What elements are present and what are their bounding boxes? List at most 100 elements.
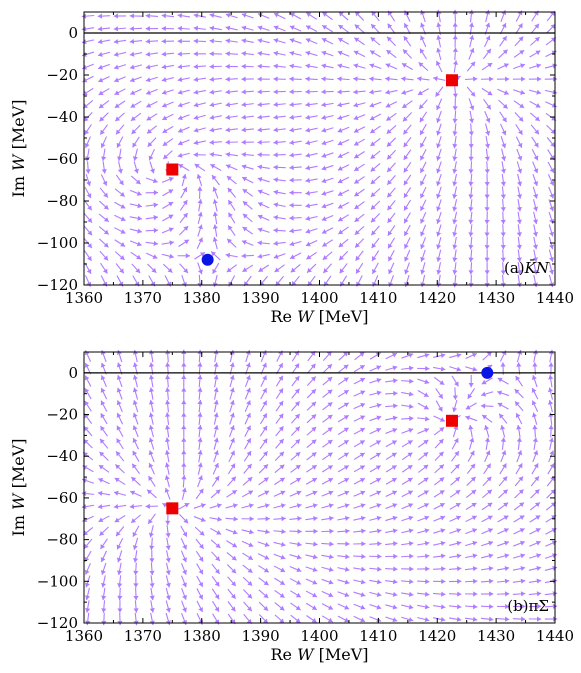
field-arrow-head: [148, 463, 154, 469]
field-arrow-head: [289, 164, 294, 171]
field-arrow-head: [305, 203, 311, 209]
field-arrow-head: [393, 553, 398, 559]
field-arrow-head: [130, 103, 136, 108]
field-arrow-head: [452, 206, 458, 212]
field-arrow-head: [517, 450, 523, 456]
field-arrow-head: [473, 578, 478, 584]
field-arrow-head: [502, 489, 508, 495]
field-arrow-head: [193, 127, 199, 133]
field-arrow-head: [273, 25, 279, 31]
field-arrow-head: [549, 231, 555, 237]
field-arrow-head: [337, 50, 343, 56]
field-arrow-head: [161, 38, 166, 44]
field-arrow-head: [500, 425, 506, 430]
field-arrow-head: [501, 23, 507, 28]
field-arrow-head: [452, 131, 458, 136]
field-arrow-head: [130, 116, 136, 121]
field-arrow-head: [103, 204, 109, 210]
y-ticks-a: 0 −20 −40 −60 −80 −100 −120: [37, 24, 555, 294]
field-arrow-head: [337, 165, 343, 171]
field-arrow-head: [356, 268, 361, 274]
field-arrow-head: [533, 155, 539, 161]
field-arrow-head: [471, 503, 477, 508]
field-arrow-head: [360, 377, 365, 383]
field-arrow-head: [97, 504, 103, 510]
field-arrow-head: [278, 438, 284, 444]
field-arrow-head: [130, 90, 136, 95]
field-arrow-head: [417, 76, 422, 82]
field-arrow-head: [404, 218, 409, 224]
field-arrow-head: [370, 50, 376, 56]
field-arrow-head: [438, 451, 444, 457]
field-arrow-head: [225, 114, 231, 120]
field-arrow-head: [520, 89, 525, 95]
field-arrow-head: [407, 490, 413, 496]
field-arrow-head: [197, 437, 203, 443]
field-arrow-head: [339, 268, 345, 274]
field-arrow-head: [197, 462, 203, 468]
field-arrow-head: [289, 228, 294, 234]
field-arrow-head: [468, 22, 475, 28]
field-arrow-head: [441, 578, 446, 585]
markers-b: [166, 366, 494, 515]
field-arrow-head: [468, 270, 474, 275]
field-arrow-head: [500, 437, 506, 442]
field-arrow-head: [214, 476, 220, 481]
y-tick-label: −40: [46, 447, 78, 465]
field-arrow-head: [452, 231, 458, 237]
field-arrow-head: [198, 569, 204, 575]
field-arrow-head: [344, 604, 350, 610]
field-arrow-head: [370, 192, 376, 197]
field-arrow-head: [98, 465, 104, 470]
field-arrow-head: [148, 450, 154, 456]
field-arrow-head: [326, 351, 332, 357]
field-arrow-head: [452, 156, 458, 161]
field-arrow-head: [327, 364, 332, 369]
field-arrow-head: [339, 255, 344, 261]
field-arrow-head: [360, 402, 366, 408]
field-arrow-head: [392, 415, 398, 421]
field-arrow-head: [424, 427, 429, 433]
field-arrow-head: [452, 257, 458, 262]
field-arrow-head: [408, 528, 414, 534]
field-arrow-head: [517, 463, 523, 469]
field-arrow-head: [312, 579, 318, 585]
field-arrow-head: [274, 267, 280, 273]
field-arrow-head: [257, 214, 263, 220]
field-arrow-head: [436, 35, 442, 40]
field-arrow-head: [181, 387, 187, 392]
field-arrow-head: [177, 25, 183, 32]
field-arrow-head: [472, 76, 478, 82]
field-arrow-head: [408, 617, 414, 623]
field-arrow-head: [168, 202, 174, 207]
field-arrow-head: [548, 400, 554, 405]
field-arrow-head: [337, 191, 343, 196]
field-arrow-head: [420, 218, 425, 224]
field-arrow-head: [98, 90, 104, 95]
field-arrow-head: [311, 401, 317, 407]
field-arrow-head: [456, 566, 462, 572]
field-arrow-head: [100, 387, 106, 393]
field-arrow-head: [424, 616, 430, 623]
field-arrow-head: [257, 89, 262, 95]
field-arrow-head: [273, 50, 279, 57]
field-arrow-head: [197, 186, 203, 191]
field-arrow-head: [359, 452, 365, 458]
field-arrow-head: [328, 579, 334, 585]
field-arrow-head: [165, 387, 171, 392]
field-arrow-head: [548, 424, 554, 430]
field-arrow-head: [98, 478, 104, 483]
field-arrow-head: [408, 428, 414, 433]
field-arrow-head: [273, 202, 279, 208]
field-arrow-head: [131, 518, 137, 523]
field-arrow-head: [117, 595, 123, 601]
field-arrow-head: [273, 152, 278, 158]
field-arrow-head: [120, 216, 126, 222]
field-arrow-head: [392, 528, 398, 534]
field-arrow-head: [264, 542, 270, 547]
field-arrow-head: [409, 553, 414, 559]
field-arrow-head: [327, 465, 333, 470]
field-arrow-head: [533, 181, 539, 186]
field-arrow-head: [184, 503, 190, 508]
field-arrow-head: [162, 503, 168, 508]
